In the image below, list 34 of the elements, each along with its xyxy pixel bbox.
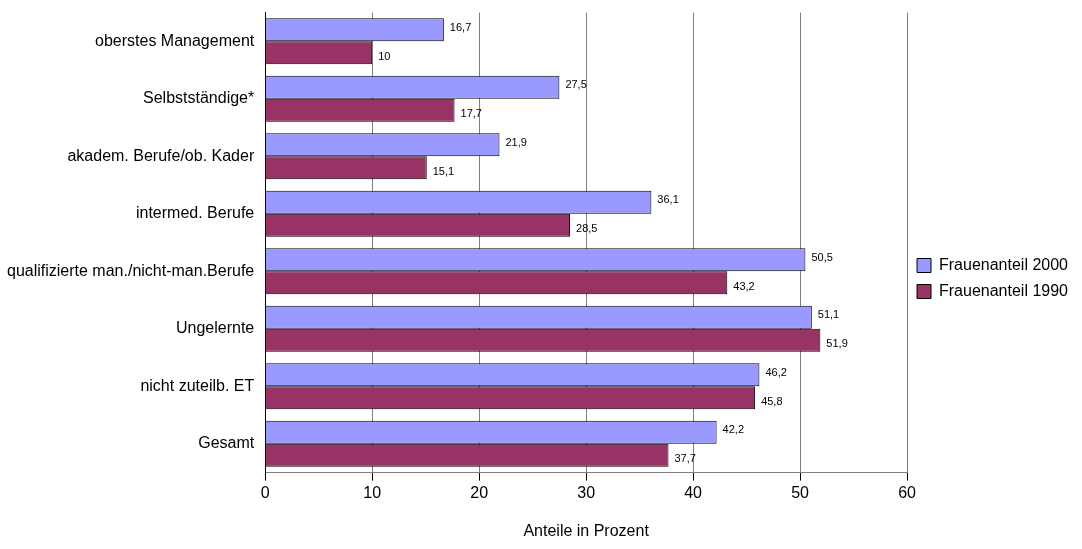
data-label: 43,2 (733, 279, 755, 292)
y-tick-label: qualifizierte man./nicht-man.Berufe (6, 261, 255, 279)
y-tick-label: akadem. Berufe/ob. Kader (67, 146, 255, 164)
data-label: 36,1 (657, 193, 679, 206)
data-label: 45,8 (761, 394, 783, 407)
y-tick-label: intermed. Berufe (135, 204, 255, 222)
data-label: 46,2 (765, 365, 787, 378)
data-label: 17,7 (460, 107, 482, 120)
data-label: 15,1 (432, 164, 455, 177)
x-tick-label: 10 (363, 483, 382, 501)
y-tick-label: Ungelernte (175, 319, 255, 337)
y-tick-label: nicht zuteilb. ET (140, 376, 255, 394)
y-tick-label: oberstes Management (95, 31, 255, 49)
data-label: 50,5 (811, 250, 833, 263)
x-tick-label: 50 (791, 483, 810, 501)
y-tick-label: Gesamt (198, 434, 255, 452)
x-tick-label: 20 (470, 483, 489, 501)
x-tick-label: 60 (898, 483, 917, 501)
x-tick-label: 30 (577, 483, 596, 501)
x-tick-label: 0 (260, 483, 270, 501)
data-label: 37,7 (674, 452, 696, 465)
data-label: 51,1 (817, 308, 840, 321)
data-label: 51,9 (826, 337, 848, 350)
legend-label: Frauenanteil 2000 (939, 255, 1069, 273)
x-tick-label: 40 (684, 483, 703, 501)
legend-label: Frauenanteil 1990 (939, 281, 1069, 299)
data-label: 27,5 (565, 78, 587, 91)
y-tick-label: Selbstständige* (143, 89, 255, 107)
data-label: 16,7 (449, 20, 472, 33)
data-label: 21,9 (505, 135, 527, 148)
x-axis-title: Anteile in Prozent (523, 521, 650, 539)
data-label: 42,2 (722, 423, 745, 436)
data-label: 28,5 (576, 222, 598, 235)
data-label: 10 (378, 49, 391, 62)
